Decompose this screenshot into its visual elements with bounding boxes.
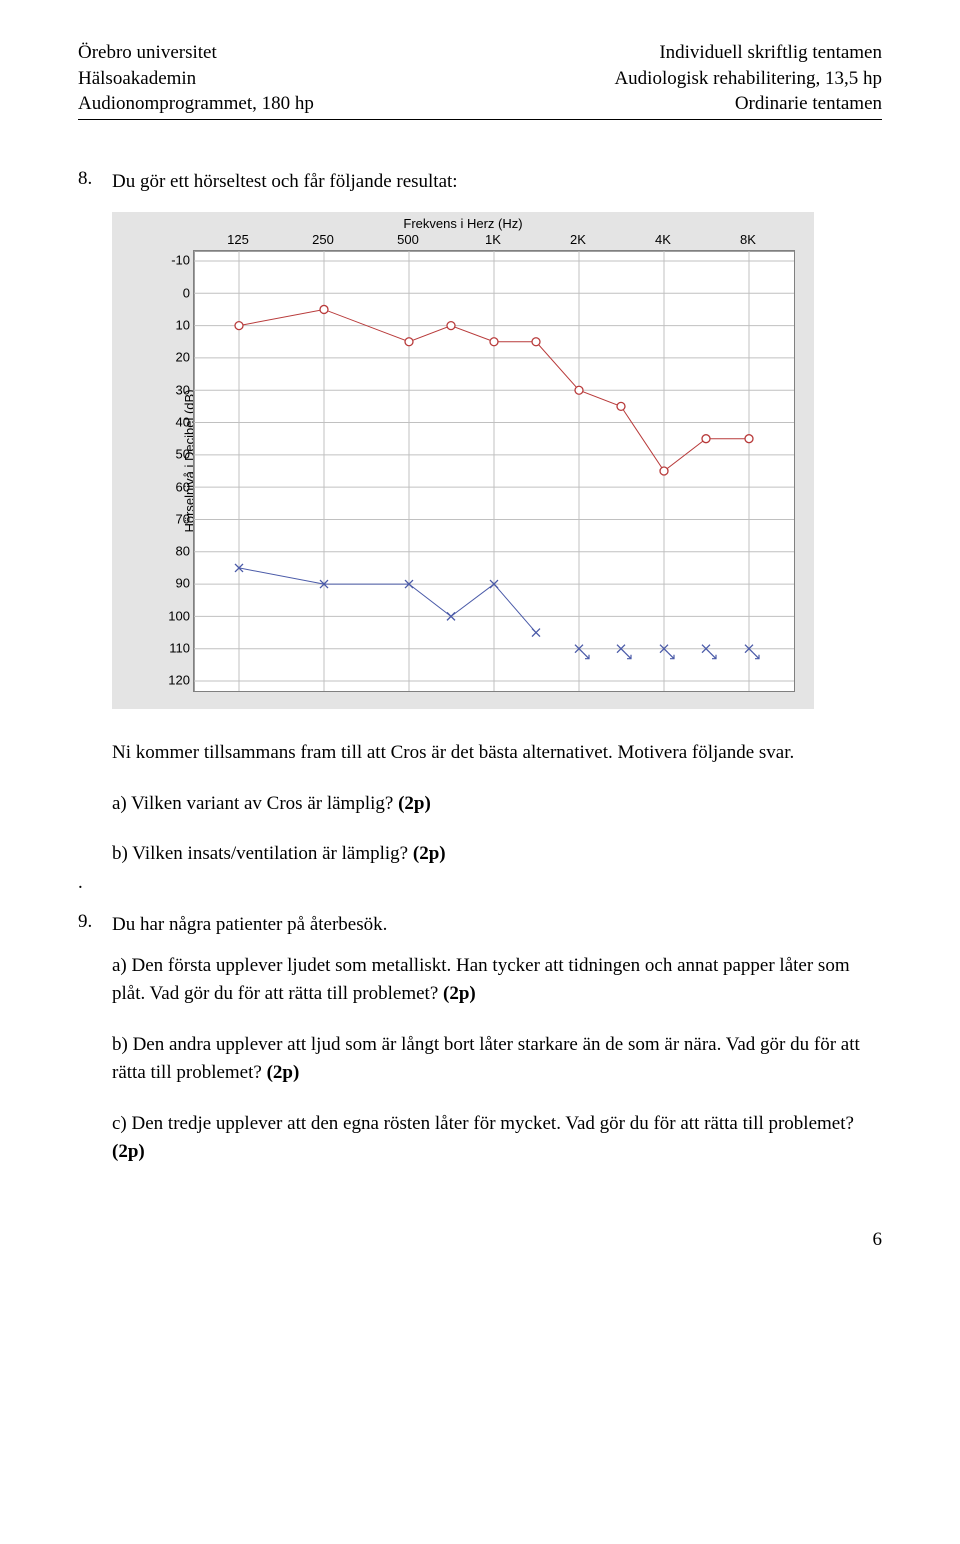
q8-number: 8. [78, 168, 112, 197]
q8-a-text: a) Vilken variant av Cros är lämplig? [112, 793, 398, 814]
x-tick-label: 250 [312, 232, 334, 247]
plot-area [193, 250, 795, 692]
q8-after1: Ni kommer tillsammans fram till att Cros… [112, 739, 882, 768]
page-header: Örebro universitet Hälsoakademin Audiono… [78, 40, 882, 120]
question-8: 8. Du gör ett hörseltest och får följand… [78, 168, 882, 197]
y-tick-label: 50 [168, 447, 190, 462]
q9-c-pts: (2p) [112, 1141, 145, 1162]
y-tick-label: 0 [168, 285, 190, 300]
x-tick-label: 8K [740, 232, 756, 247]
y-tick-label: -10 [168, 253, 190, 268]
y-tick-label: 60 [168, 479, 190, 494]
audiogram-figure: Frekvens i Herz (Hz) Hörselnivå i Decibe… [112, 212, 882, 709]
y-tick-label: 30 [168, 382, 190, 397]
x-tick-label: 500 [397, 232, 419, 247]
header-left: Örebro universitet Hälsoakademin Audiono… [78, 40, 314, 117]
header-right-3: Ordinarie tentamen [614, 91, 882, 117]
q8-body: Ni kommer tillsammans fram till att Cros… [112, 739, 882, 869]
q9-b-text: b) Den andra upplever att ljud som är lå… [112, 1034, 860, 1084]
chart-title: Frekvens i Herz (Hz) [112, 216, 814, 231]
q9-b: b) Den andra upplever att ljud som är lå… [112, 1031, 882, 1088]
y-tick-label: 80 [168, 544, 190, 559]
q8-intro: Du gör ett hörseltest och får följande r… [112, 168, 882, 197]
q9-c-text: c) Den tredje upplever att den egna röst… [112, 1113, 854, 1134]
q9-c: c) Den tredje upplever att den egna röst… [112, 1110, 882, 1167]
x-tick-label: 2K [570, 232, 586, 247]
page: Örebro universitet Hälsoakademin Audiono… [0, 0, 960, 1229]
y-tick-label: 100 [168, 608, 190, 623]
q8-dot: . [78, 869, 882, 898]
q9-a-pts: (2p) [443, 983, 476, 1004]
q8-b: b) Vilken insats/ventilation är lämplig?… [112, 840, 882, 869]
audiogram-svg [194, 251, 794, 691]
x-tick-label: 4K [655, 232, 671, 247]
q8-a-pts: (2p) [398, 793, 431, 814]
y-tick-label: 10 [168, 318, 190, 333]
header-left-1: Örebro universitet [78, 40, 314, 66]
q9-intro: Du har några patienter på återbesök. [112, 911, 882, 940]
q9-body: a) Den första upplever ljudet som metall… [112, 952, 882, 1167]
header-right-2: Audiologisk rehabilitering, 13,5 hp [614, 66, 882, 92]
q9-b-pts: (2p) [267, 1062, 300, 1083]
x-tick-label: 1K [485, 232, 501, 247]
y-tick-label: 40 [168, 414, 190, 429]
y-tick-label: 20 [168, 350, 190, 365]
header-right: Individuell skriftlig tentamen Audiologi… [614, 40, 882, 117]
question-9: 9. Du har några patienter på återbesök. [78, 911, 882, 940]
y-tick-label: 70 [168, 511, 190, 526]
y-tick-label: 90 [168, 576, 190, 591]
q9-a-text: a) Den första upplever ljudet som metall… [112, 955, 850, 1005]
y-tick-label: 120 [168, 673, 190, 688]
q8-b-pts: (2p) [413, 843, 446, 864]
header-right-1: Individuell skriftlig tentamen [614, 40, 882, 66]
page-number: 6 [0, 1229, 960, 1281]
y-tick-label: 110 [168, 641, 190, 656]
q8-b-text: b) Vilken insats/ventilation är lämplig? [112, 843, 413, 864]
header-left-2: Hälsoakademin [78, 66, 314, 92]
header-left-3: Audionomprogrammet, 180 hp [78, 91, 314, 117]
q9-a: a) Den första upplever ljudet som metall… [112, 952, 882, 1009]
q8-a: a) Vilken variant av Cros är lämplig? (2… [112, 790, 882, 819]
x-tick-label: 125 [227, 232, 249, 247]
audiogram: Frekvens i Herz (Hz) Hörselnivå i Decibe… [112, 212, 814, 709]
q9-number: 9. [78, 911, 112, 940]
